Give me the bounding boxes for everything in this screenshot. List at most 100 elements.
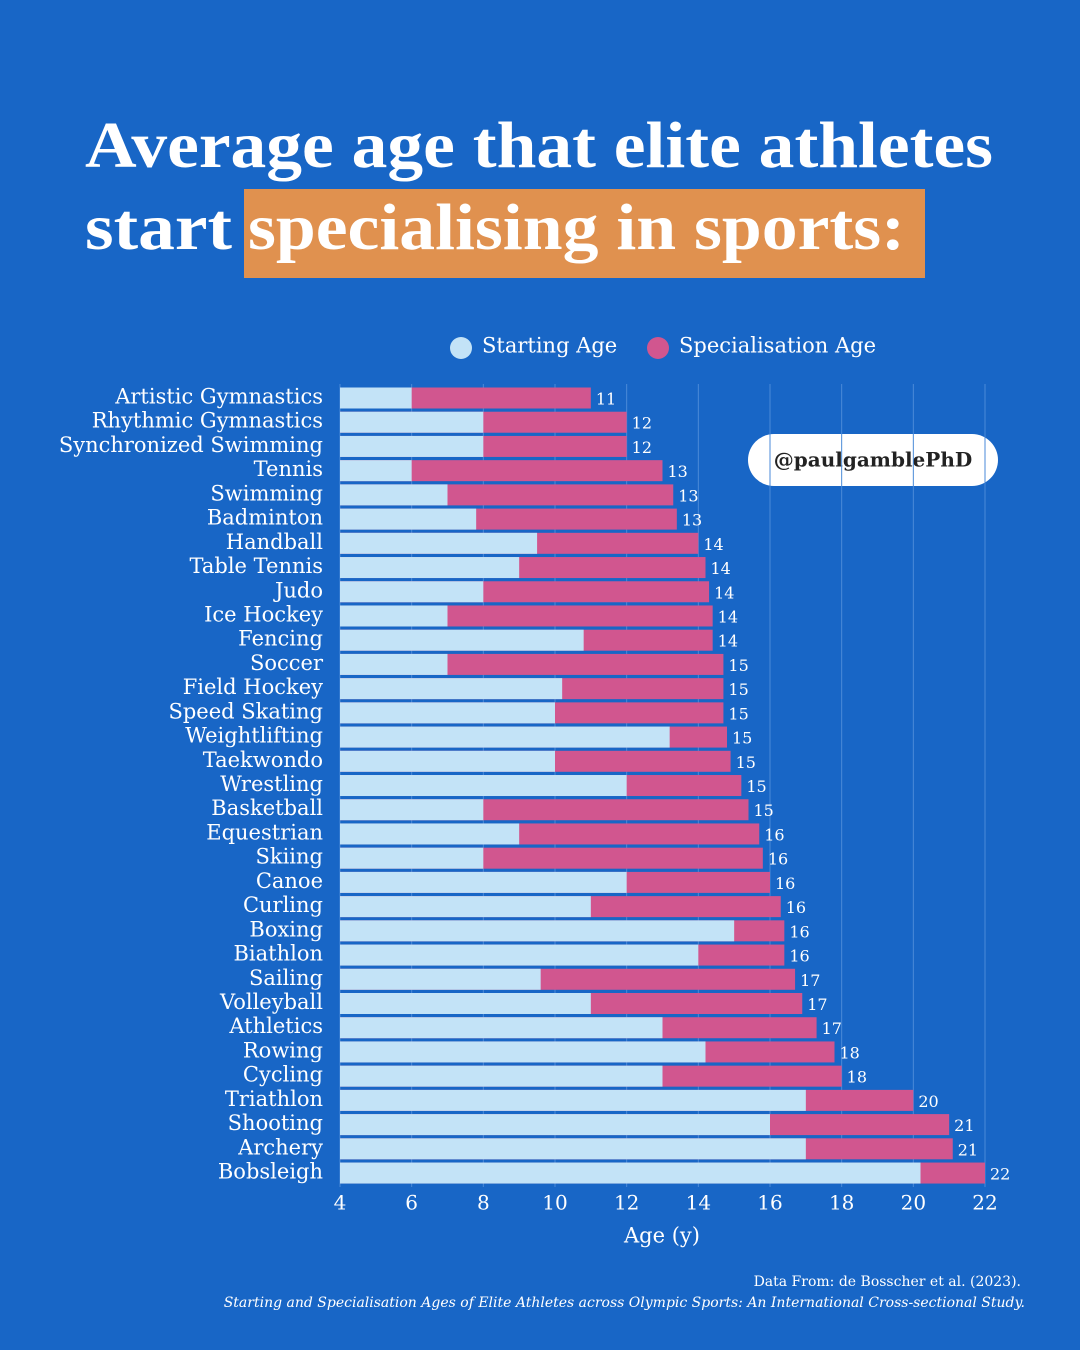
value-label: 13 <box>678 486 698 505</box>
value-label: 22 <box>990 1165 1010 1184</box>
bar <box>340 702 555 724</box>
bar <box>340 581 484 603</box>
value-label: 15 <box>754 801 774 820</box>
value-label: 15 <box>746 777 766 796</box>
category-label: Boxing <box>249 917 323 941</box>
bar <box>340 1065 663 1087</box>
value-label: 15 <box>728 704 748 723</box>
category-label: Soccer <box>250 651 324 675</box>
bar <box>340 750 555 772</box>
value-label: 12 <box>632 438 652 457</box>
title-line: Average age that elite athletes <box>85 109 993 182</box>
category-label: Biathlon <box>233 942 323 966</box>
title-highlight-text: specialising in sports: <box>248 191 905 264</box>
value-label: 16 <box>786 898 806 917</box>
bar <box>340 1017 663 1039</box>
category-label: Curling <box>243 893 323 917</box>
bar <box>340 944 699 966</box>
value-label: 15 <box>728 680 748 699</box>
category-label: Handball <box>226 530 323 554</box>
category-label: Skiing <box>255 845 323 869</box>
bar <box>340 678 563 700</box>
bar <box>340 896 591 918</box>
bar <box>340 1138 806 1160</box>
value-label: 15 <box>732 729 752 748</box>
value-label: 14 <box>718 632 738 651</box>
category-label: Sailing <box>249 966 323 990</box>
value-label: 21 <box>954 1116 974 1135</box>
x-tick-label: 8 <box>477 1191 490 1215</box>
legend-swatch <box>450 337 472 359</box>
category-label: Cycling <box>243 1063 323 1087</box>
category-label: Rhythmic Gymnastics <box>92 409 323 433</box>
value-label: 16 <box>789 922 809 941</box>
value-label: 20 <box>918 1092 938 1111</box>
category-label: Bobsleigh <box>218 1160 323 1184</box>
bar <box>340 411 484 433</box>
category-label: Judo <box>273 578 323 602</box>
legend-label: Specialisation Age <box>679 334 876 358</box>
bar <box>340 1114 770 1136</box>
value-label: 11 <box>596 390 616 409</box>
category-label: Basketball <box>211 796 323 820</box>
x-tick-label: 16 <box>757 1191 782 1215</box>
bar <box>340 799 484 821</box>
category-label: Weightlifting <box>185 724 323 748</box>
bar <box>340 387 412 409</box>
legend-label: Starting Age <box>482 334 617 358</box>
value-label: 13 <box>668 462 688 481</box>
category-label: Speed Skating <box>168 699 323 723</box>
title-highlight <box>244 189 925 278</box>
value-label: 12 <box>632 414 652 433</box>
value-label: 17 <box>800 971 820 990</box>
value-label: 18 <box>847 1068 867 1087</box>
bar <box>340 435 484 457</box>
value-label: 15 <box>736 753 756 772</box>
bar <box>340 968 541 990</box>
value-label: 16 <box>789 947 809 966</box>
category-label: Equestrian <box>206 820 323 844</box>
value-label: 13 <box>682 511 702 530</box>
bar <box>340 775 627 797</box>
value-label: 17 <box>822 1019 842 1038</box>
bar <box>340 605 448 627</box>
legend-swatch <box>647 337 669 359</box>
value-label: 14 <box>711 559 731 578</box>
bar <box>340 629 584 651</box>
bar <box>340 1041 706 1063</box>
handle-badge <box>748 434 998 486</box>
category-label: Wrestling <box>220 772 323 796</box>
category-label: Fencing <box>238 627 323 651</box>
bar <box>340 557 520 579</box>
category-label: Table Tennis <box>189 554 323 578</box>
category-label: Badminton <box>207 506 323 530</box>
bar <box>340 871 627 893</box>
bar <box>340 484 448 506</box>
x-tick-label: 14 <box>686 1191 711 1215</box>
category-label: Triathlon <box>225 1087 323 1111</box>
category-label: Canoe <box>256 869 323 893</box>
bar <box>340 823 520 845</box>
category-label: Artistic Gymnastics <box>114 385 323 409</box>
category-label: Rowing <box>243 1038 323 1062</box>
category-label: Tennis <box>254 457 323 481</box>
bar <box>340 460 412 482</box>
category-label: Archery <box>237 1135 323 1159</box>
value-label: 16 <box>764 825 784 844</box>
category-label: Athletics <box>228 1014 323 1038</box>
value-label: 21 <box>958 1140 978 1159</box>
bar <box>340 1162 921 1184</box>
x-tick-label: 4 <box>334 1191 347 1215</box>
category-label: Synchronized Swimming <box>59 433 323 457</box>
x-tick-label: 10 <box>542 1191 567 1215</box>
bar <box>340 653 448 675</box>
category-label: Swimming <box>210 481 323 505</box>
value-label: 16 <box>775 874 795 893</box>
category-label: Taekwondo <box>203 748 323 772</box>
bar <box>340 508 477 530</box>
source: Data From: de Bosscher et al. (2023). <box>754 1274 1021 1290</box>
bar <box>340 993 591 1014</box>
category-label: Shooting <box>228 1111 323 1135</box>
category-label: Ice Hockey <box>204 602 323 626</box>
